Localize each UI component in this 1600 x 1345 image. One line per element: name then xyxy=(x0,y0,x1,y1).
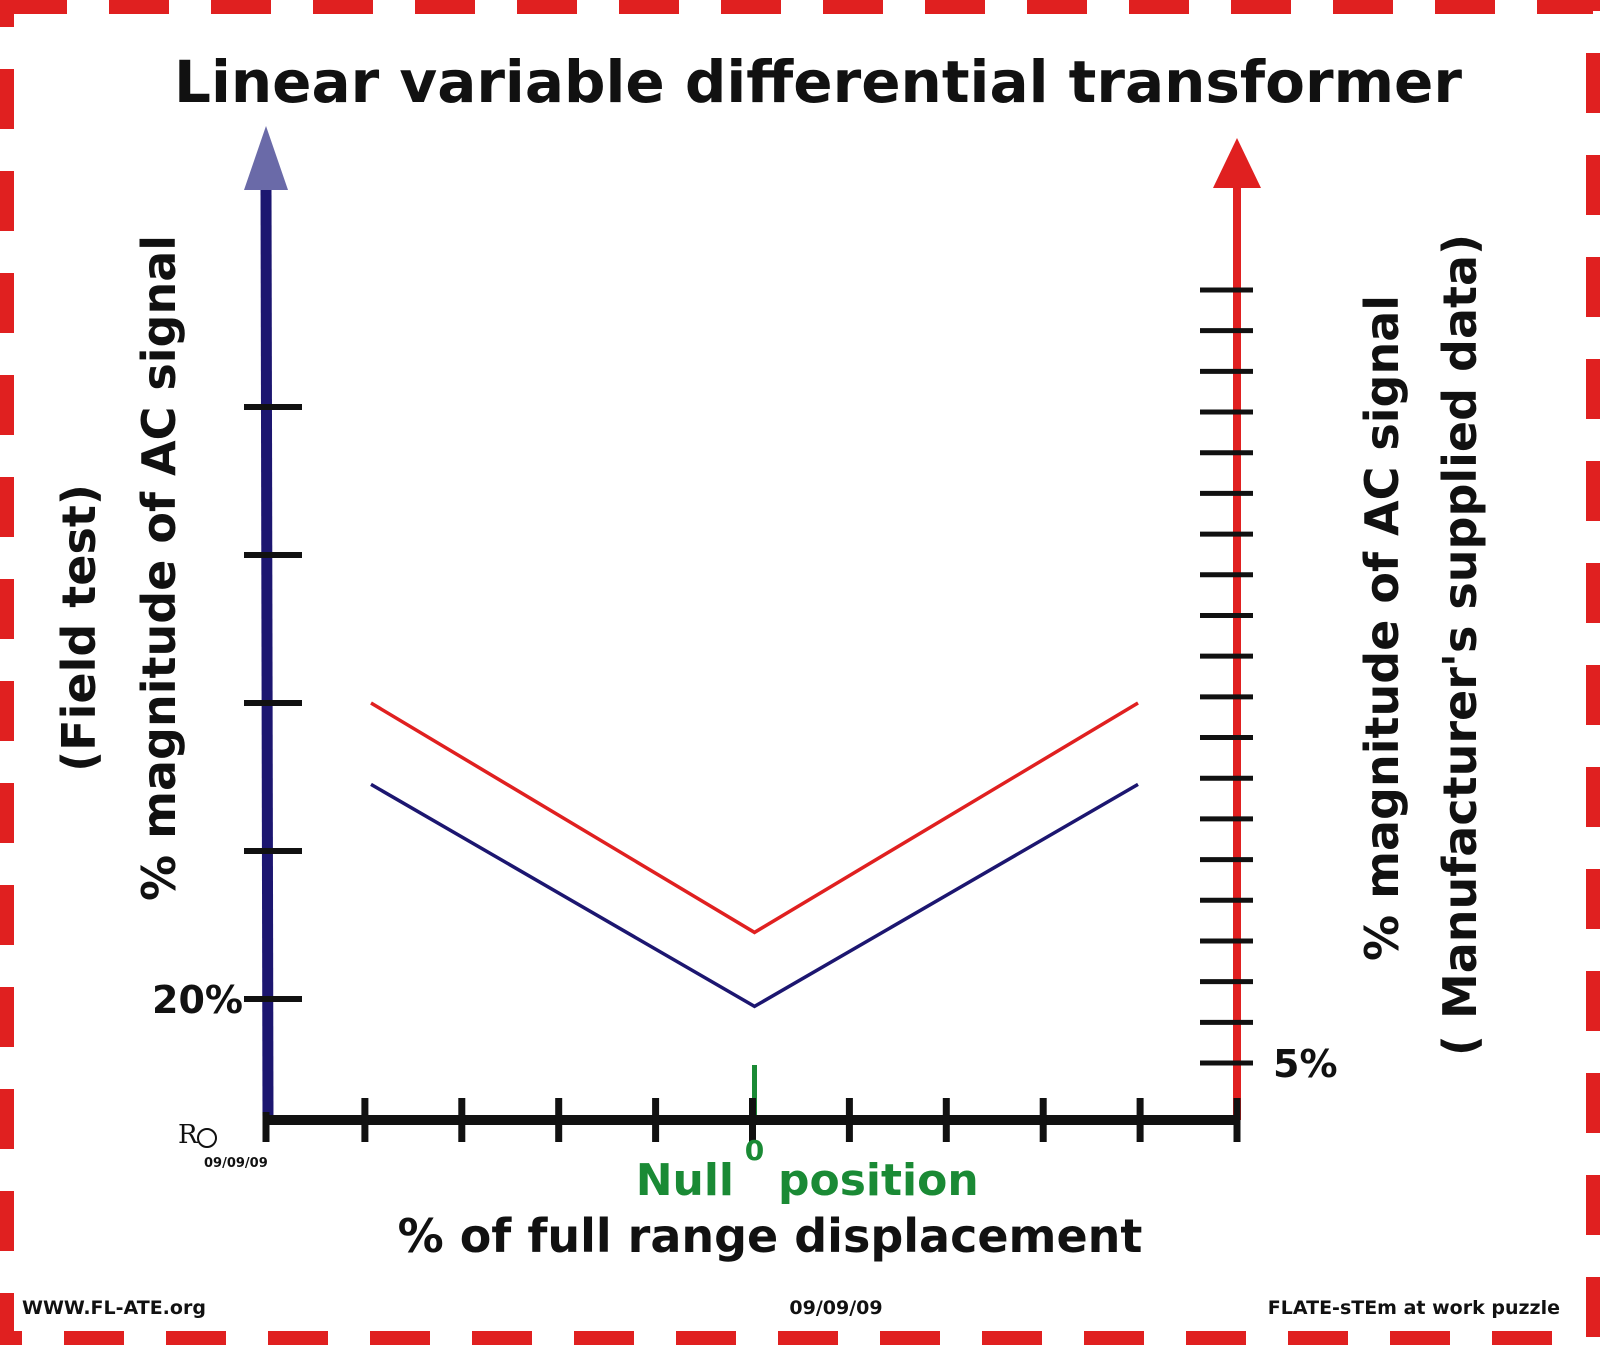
right-y-axis-label-line1: % magnitude of AC signal xyxy=(1355,295,1409,961)
right-tick-label-5: 5% xyxy=(1273,1042,1338,1086)
x-zero-label: 0 xyxy=(745,1134,764,1167)
footer-puzzle-name: FLATE-sTEm at work puzzle xyxy=(1268,1297,1560,1319)
series-line-1 xyxy=(370,701,1139,935)
footer-website: WWW.FL-ATE.org xyxy=(22,1297,206,1319)
null-label: Null xyxy=(636,1155,734,1206)
right-y-axis-label-line2: ( Manufacturer's supplied data) xyxy=(1433,234,1487,1056)
left-y-axis xyxy=(260,187,274,1121)
signature-circle xyxy=(197,1128,217,1148)
series-lines xyxy=(370,701,1139,1009)
x-axis-ticks xyxy=(262,1098,1241,1142)
signature-initials: R xyxy=(178,1120,199,1150)
left-y-axis-label-line1: (Field test) xyxy=(52,484,106,772)
right-y-axis-arrowhead xyxy=(1213,138,1261,188)
position-label: position xyxy=(778,1155,979,1206)
left-tick-label-20: 20% xyxy=(152,978,243,1022)
axes-group xyxy=(244,126,1261,1125)
chart-title: Linear variable differential transformer xyxy=(174,48,1462,116)
x-axis-label: % of full range displacement xyxy=(398,1209,1143,1263)
signature-mark: R 09/09/09 xyxy=(178,1120,268,1171)
left-y-axis-label-line2: % magnitude of AC signal xyxy=(132,235,186,901)
left-axis-ticks xyxy=(244,404,302,1002)
series-line-2 xyxy=(370,782,1139,1009)
right-axis-ticks xyxy=(1200,287,1253,1066)
left-y-axis-arrowhead xyxy=(244,126,288,190)
signature-date: 09/09/09 xyxy=(204,1156,268,1171)
footer-date: 09/09/09 xyxy=(789,1297,882,1319)
